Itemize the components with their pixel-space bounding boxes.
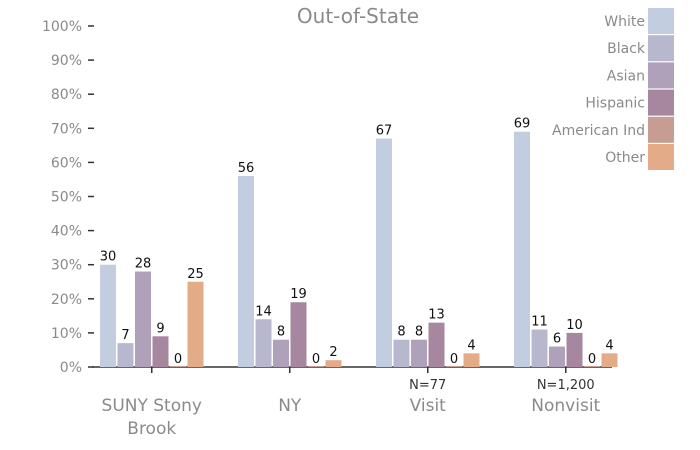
bar (376, 138, 392, 367)
bar-value-label: 10 (566, 318, 583, 333)
legend-label: Other (605, 150, 645, 166)
y-tick-label: 60% (51, 155, 82, 171)
bar-group: 56 14 8 19 0 2 (238, 161, 342, 367)
bar-value-label: 8 (397, 325, 405, 340)
y-tick-label: 50% (51, 190, 82, 206)
bar (325, 360, 342, 367)
bar (463, 353, 480, 367)
bar-group: 67 8 8 13 04 (376, 124, 480, 367)
y-axis: 0% 10% 20% 30% 40% 50% 60% 70% 80% 90% 100% (42, 19, 94, 376)
legend-swatch (648, 35, 674, 62)
x-category-label: SUNY Stony (102, 396, 202, 416)
y-tick-label: 100% (42, 19, 82, 35)
sample-size-label: N=77 (409, 378, 446, 393)
y-tick-label: 70% (51, 121, 82, 137)
bar-value-label: 4 (605, 338, 613, 353)
bar-value-label: 69 (514, 117, 531, 132)
x-axis: SUNY Stony Brook NY N=77 Visit N=1,200 Nonvisi… (102, 367, 601, 439)
bar-value-label: 13 (428, 308, 445, 323)
legend-swatch (648, 144, 674, 170)
bar (135, 271, 151, 367)
y-tick-label: 10% (51, 326, 82, 342)
y-tick-label: 40% (51, 224, 82, 240)
bar-value-label: 19 (290, 287, 307, 302)
bar-value-label: 0 (174, 352, 182, 367)
y-tick-label: 80% (51, 87, 82, 103)
bar (100, 264, 116, 367)
legend-item: American Ind (552, 116, 674, 143)
legend-label: Black (607, 41, 646, 57)
bar-value-label: 0 (312, 352, 320, 367)
legend-swatch (648, 8, 674, 34)
bar (446, 366, 462, 367)
bar (601, 353, 618, 367)
legend-label: American Ind (552, 123, 645, 139)
legend-swatch (648, 89, 674, 116)
x-category-label: Nonvisit (531, 396, 600, 416)
bar (411, 339, 427, 367)
bar (238, 176, 254, 367)
x-category-label: Brook (127, 419, 176, 439)
bar (308, 366, 324, 367)
bar-value-label: 0 (588, 352, 596, 367)
bar-value-label: 11 (531, 314, 548, 329)
sample-size-label: N=1,200 (537, 378, 595, 393)
bar (273, 339, 289, 367)
bar (152, 336, 169, 367)
y-tick-label: 20% (51, 292, 82, 308)
legend-item: Asian (607, 62, 674, 89)
bar-value-label: 56 (238, 161, 255, 176)
legend-label: Asian (607, 68, 645, 84)
x-category-label: Visit (410, 396, 447, 416)
bar-value-label: 8 (277, 325, 285, 340)
legend-swatch (648, 116, 674, 143)
bar-group: 30 7 28 9 0 25 (100, 250, 204, 367)
x-category-label: NY (278, 396, 302, 416)
bar (117, 343, 134, 367)
bar (255, 319, 272, 367)
legend-swatch (648, 62, 674, 89)
legend-item: Other (605, 144, 674, 170)
bar (584, 366, 600, 367)
bar-value-label: 4 (467, 338, 475, 353)
chart-title: Out-of-State (297, 4, 419, 28)
bar-value-label: 67 (376, 124, 393, 139)
bar (187, 281, 204, 367)
legend-item: Hispanic (585, 89, 674, 116)
y-tick-label: 30% (51, 258, 82, 274)
bar (170, 366, 186, 367)
bar-value-label: 2 (329, 345, 337, 360)
bar-value-label: 30 (100, 250, 117, 265)
bar-group: 69 11 6 10 04 (514, 117, 618, 367)
bar-value-label: 14 (255, 304, 272, 319)
y-tick-label: 0% (60, 360, 82, 376)
bar (531, 329, 548, 367)
bar-value-label: 9 (156, 321, 164, 336)
bar (549, 346, 565, 367)
bar-value-label: 7 (121, 328, 129, 343)
bar (514, 131, 530, 367)
legend-label: White (604, 14, 645, 30)
bar (393, 339, 410, 367)
legend-item: White (604, 8, 674, 34)
legend: White Black Asian Hispanic American Ind Other (552, 8, 674, 170)
legend-label: Hispanic (585, 96, 645, 112)
bar-value-label: 8 (415, 325, 423, 340)
y-tick-label: 90% (51, 53, 82, 69)
bar-value-label: 6 (553, 332, 561, 347)
bar-value-label: 25 (187, 267, 204, 282)
bar (290, 302, 307, 367)
bar (566, 332, 583, 367)
bar (428, 322, 445, 367)
bar-value-label: 28 (135, 257, 152, 272)
legend-item: Black (607, 35, 674, 62)
bar-value-label: 0 (450, 352, 458, 367)
